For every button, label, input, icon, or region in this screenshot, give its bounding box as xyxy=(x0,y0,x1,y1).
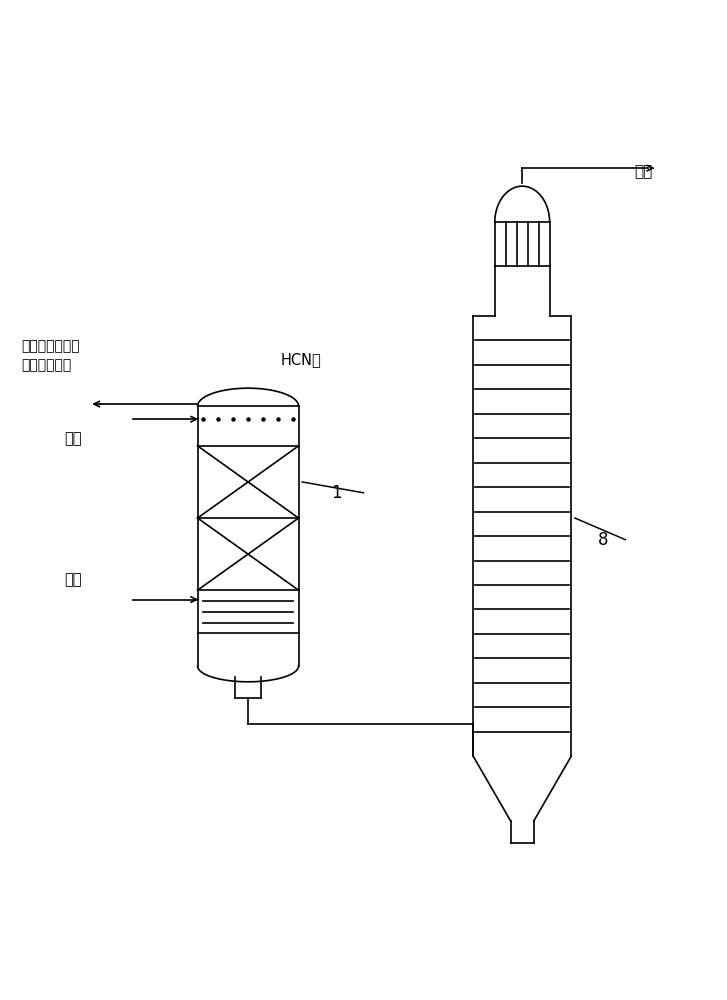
Text: 1: 1 xyxy=(331,484,342,502)
Text: 去往再生塔酸性
气体输出管道: 去往再生塔酸性 气体输出管道 xyxy=(21,339,79,372)
Text: 8: 8 xyxy=(598,531,608,549)
Text: 碱液: 碱液 xyxy=(64,431,81,446)
Text: 氨汽: 氨汽 xyxy=(634,164,652,179)
Text: HCN气: HCN气 xyxy=(281,352,321,367)
Text: 蒸汽: 蒸汽 xyxy=(64,572,81,587)
